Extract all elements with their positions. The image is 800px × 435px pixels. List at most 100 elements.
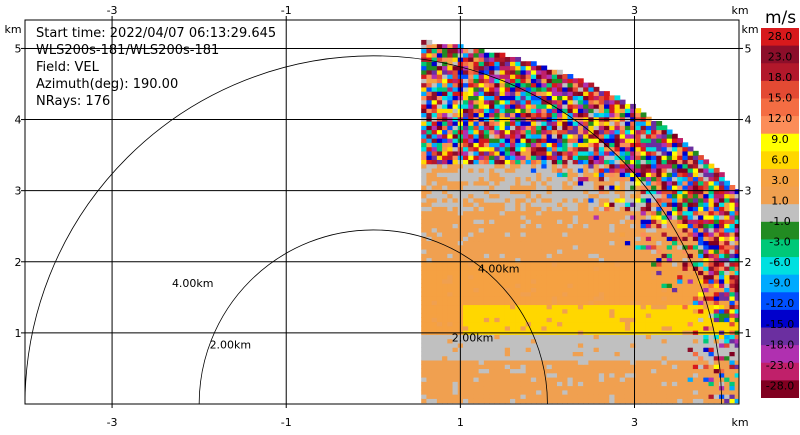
velocity-cell: [468, 321, 475, 327]
velocity-cell: [614, 180, 621, 186]
velocity-cell: [583, 142, 589, 148]
velocity-cell: [499, 82, 506, 88]
velocity-cell: [614, 270, 621, 276]
velocity-cell: [593, 351, 600, 357]
velocity-cell: [426, 150, 433, 156]
velocity-cell: [572, 108, 579, 114]
velocity-cell: [671, 138, 678, 143]
velocity-cell: [557, 82, 563, 88]
velocity-cell: [666, 210, 673, 216]
velocity-cell: [515, 138, 522, 143]
velocity-cell: [651, 155, 657, 160]
velocity-cell: [483, 197, 490, 203]
velocity-cell: [515, 172, 522, 178]
velocity-cell: [567, 180, 574, 186]
velocity-cell: [661, 176, 668, 182]
velocity-cell: [614, 210, 621, 216]
velocity-cell: [729, 376, 736, 382]
velocity-cell: [442, 95, 448, 101]
velocity-cell: [698, 317, 704, 323]
velocity-cell: [718, 338, 725, 344]
velocity-cell: [687, 206, 694, 212]
velocity-cell: [557, 257, 563, 263]
velocity-cell: [546, 231, 553, 237]
velocity-cell: [651, 342, 657, 348]
velocity-cell: [504, 236, 511, 242]
velocity-cell: [729, 338, 736, 344]
velocity-cell: [619, 364, 626, 370]
velocity-cell: [504, 120, 511, 126]
velocity-cell: [546, 86, 553, 92]
velocity-cell: [483, 240, 490, 246]
velocity-cell: [682, 351, 689, 357]
velocity-cell: [530, 261, 537, 267]
velocity-cell: [703, 248, 710, 254]
velocity-cell: [442, 291, 448, 297]
velocity-cell: [640, 163, 647, 169]
velocity-cell: [541, 278, 548, 284]
velocity-cell: [436, 317, 443, 323]
velocity-cell: [593, 231, 600, 237]
velocity-cell: [604, 210, 610, 216]
velocity-cell: [630, 368, 636, 374]
velocity-cell: [598, 278, 605, 284]
velocity-cell: [489, 82, 495, 88]
velocity-cell: [494, 321, 501, 327]
velocity-cell: [525, 381, 532, 387]
velocity-cell: [567, 231, 574, 237]
velocity-cell: [614, 283, 621, 288]
velocity-cell: [671, 257, 678, 263]
velocity-cell: [426, 394, 433, 399]
velocity-cell: [421, 227, 427, 233]
velocity-cell: [421, 398, 427, 404]
velocity-cell: [431, 334, 438, 340]
velocity-cell: [588, 197, 595, 203]
velocity-cell: [640, 223, 647, 229]
velocity-cell: [593, 389, 600, 395]
velocity-cell: [671, 197, 678, 203]
velocity-cell: [619, 193, 626, 199]
velocity-cell: [572, 394, 579, 399]
velocity-cell: [677, 368, 683, 374]
velocity-cell: [452, 295, 459, 301]
velocity-cell: [426, 338, 433, 344]
velocity-cell: [682, 389, 689, 395]
velocity-cell: [661, 372, 668, 378]
velocity-cell: [692, 189, 699, 195]
velocity-cell: [624, 202, 631, 207]
velocity-cell: [494, 69, 501, 75]
velocity-cell: [630, 385, 636, 391]
velocity-cell: [546, 129, 553, 135]
velocity-cell: [624, 231, 631, 237]
velocity-cell: [740, 313, 746, 318]
velocity-cell: [494, 172, 501, 178]
velocity-cell: [692, 368, 699, 374]
velocity-cell: [426, 274, 433, 280]
velocity-cell: [436, 364, 443, 370]
velocity-cell: [619, 189, 626, 195]
velocity-cell: [583, 91, 589, 96]
velocity-cell: [421, 342, 427, 348]
velocity-cell: [635, 176, 642, 182]
velocity-cell: [468, 300, 475, 306]
velocity-cell: [651, 214, 657, 220]
velocity-cell: [698, 163, 704, 169]
velocity-cell: [651, 368, 657, 374]
velocity-cell: [562, 342, 569, 348]
velocity-cell: [478, 150, 485, 156]
velocity-cell: [452, 180, 459, 186]
velocity-cell: [478, 394, 485, 399]
velocity-cell: [530, 206, 537, 212]
velocity-cell: [452, 61, 459, 67]
velocity-cell: [661, 206, 668, 212]
velocity-cell: [499, 176, 506, 182]
velocity-cell: [598, 372, 605, 378]
velocity-cell: [515, 210, 522, 216]
velocity-cell: [530, 227, 537, 233]
velocity-cell: [572, 86, 579, 92]
velocity-cell: [698, 184, 704, 190]
velocity-cell: [583, 82, 589, 88]
velocity-cell: [468, 338, 475, 344]
velocity-cell: [666, 184, 673, 190]
velocity-cell: [588, 120, 595, 126]
